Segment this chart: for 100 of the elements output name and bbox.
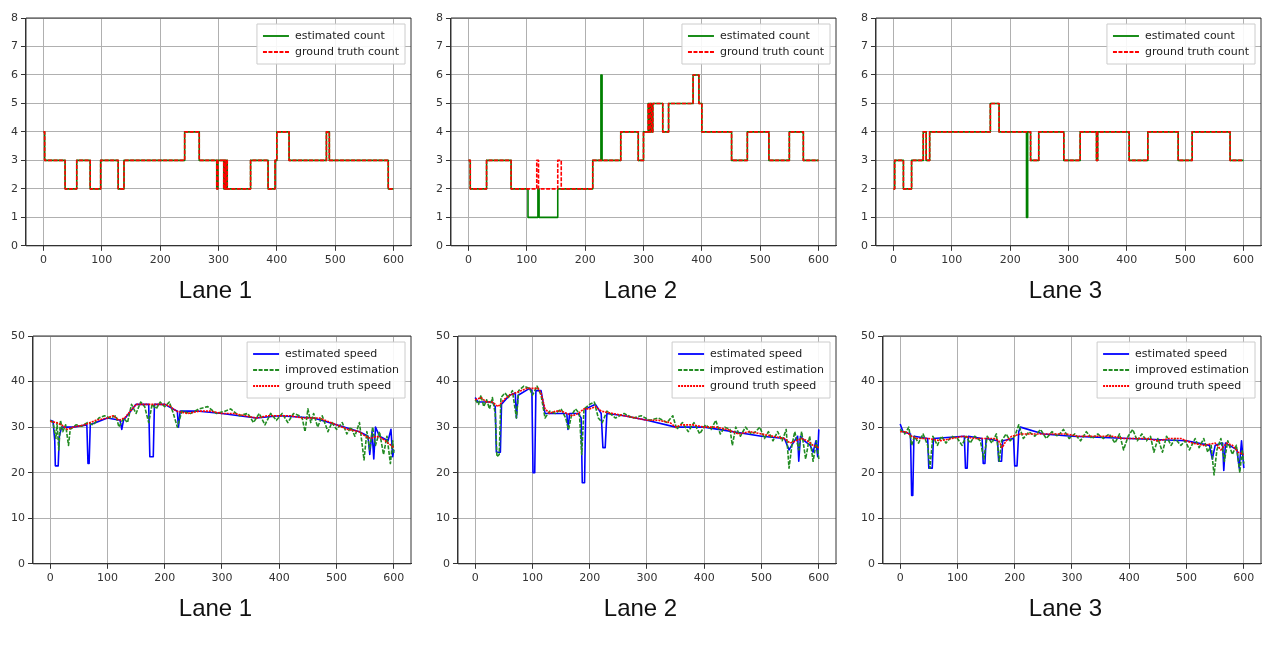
y-tick-label: 1 (861, 210, 868, 224)
y-tick-label: 6 (436, 67, 443, 81)
y-tick-label: 8 (436, 10, 443, 24)
x-tick-label: 600 (383, 571, 405, 585)
x-tick-label: 400 (691, 253, 713, 267)
legend-label: improved estimation (1135, 362, 1250, 376)
legend-label: estimated speed (710, 346, 803, 360)
y-tick-label: 0 (436, 238, 443, 252)
y-tick-label: 0 (868, 556, 875, 570)
legend-label: improved estimation (710, 362, 825, 376)
legend-label: ground truth count (719, 44, 825, 58)
x-tick-label: 300 (208, 253, 229, 267)
y-tick-label: 3 (11, 153, 18, 167)
y-tick-label: 0 (443, 556, 450, 570)
x-tick-label: 200 (154, 571, 176, 585)
x-tick-label: 500 (751, 571, 773, 585)
x-tick-label: 300 (1058, 253, 1079, 267)
x-tick-label: 100 (946, 571, 968, 585)
legend-label: ground truth speed (710, 378, 817, 392)
y-tick-label: 10 (11, 511, 25, 525)
y-tick-label: 1 (11, 210, 18, 224)
x-tick-label: 200 (574, 253, 596, 267)
y-tick-label: 7 (861, 39, 868, 53)
y-tick-label: 8 (861, 10, 868, 24)
y-tick-label: 40 (861, 374, 875, 388)
legend-label: ground truth count (294, 44, 400, 58)
x-tick-label: 300 (633, 253, 654, 267)
x-tick-label: 100 (96, 571, 118, 585)
x-tick-label: 400 (268, 571, 290, 585)
y-tick-label: 5 (861, 96, 868, 110)
y-tick-label: 8 (11, 10, 18, 24)
y-tick-label: 2 (861, 181, 868, 195)
y-tick-label: 20 (436, 465, 450, 479)
y-tick-label: 4 (861, 124, 868, 138)
x-axis-title: Lane 1 (177, 276, 254, 304)
y-tick-label: 20 (11, 465, 25, 479)
x-tick-label: 100 (521, 571, 543, 585)
x-tick-label: 600 (1233, 571, 1255, 585)
x-tick-label: 0 (46, 571, 54, 585)
y-tick-label: 2 (436, 181, 443, 195)
legend-label: improved estimation (285, 362, 400, 376)
x-tick-label: 400 (1118, 571, 1140, 585)
y-tick-label: 0 (861, 238, 868, 252)
x-tick-label: 200 (1004, 571, 1026, 585)
x-tick-label: 300 (636, 571, 658, 585)
legend-label: estimated speed (1135, 346, 1228, 360)
x-tick-label: 100 (91, 253, 113, 267)
y-tick-label: 5 (11, 96, 18, 110)
x-tick-label: 0 (465, 253, 472, 267)
x-tick-label: 0 (40, 253, 47, 267)
y-tick-label: 2 (11, 181, 18, 195)
x-axis-title: Lane 1 (177, 594, 254, 622)
x-tick-label: 100 (941, 253, 963, 267)
legend-label: estimated speed (285, 346, 378, 360)
line-series (49, 403, 395, 449)
x-tick-label: 0 (471, 571, 479, 585)
legend-label: ground truth speed (285, 378, 392, 392)
legend-label: ground truth speed (1135, 378, 1242, 392)
y-tick-label: 6 (861, 67, 868, 81)
x-tick-label: 500 (326, 571, 348, 585)
x-tick-label: 100 (516, 253, 538, 267)
y-tick-label: 40 (436, 374, 450, 388)
x-tick-label: 300 (211, 571, 233, 585)
x-axis-title: Lane 2 (602, 594, 679, 622)
y-tick-label: 3 (436, 153, 443, 167)
x-axis-title: Lane 3 (1027, 276, 1104, 304)
x-tick-label: 400 (1116, 253, 1138, 267)
x-tick-label: 500 (749, 253, 771, 267)
x-axis-title: Lane 2 (602, 276, 679, 304)
x-tick-label: 500 (1174, 253, 1196, 267)
y-tick-label: 0 (18, 556, 25, 570)
x-tick-label: 500 (1176, 571, 1198, 585)
y-tick-label: 4 (11, 124, 18, 138)
y-tick-label: 7 (11, 39, 18, 53)
y-tick-label: 3 (861, 153, 868, 167)
x-tick-label: 200 (999, 253, 1021, 267)
legend-label: estimated count (719, 28, 811, 42)
legend-label: estimated count (1144, 28, 1236, 42)
x-tick-label: 0 (896, 571, 904, 585)
x-axis-title: Lane 3 (1027, 594, 1104, 622)
y-tick-label: 50 (861, 328, 875, 342)
x-tick-label: 500 (324, 253, 346, 267)
x-tick-label: 400 (693, 571, 715, 585)
y-tick-label: 30 (436, 419, 450, 433)
y-tick-label: 50 (11, 328, 25, 342)
y-tick-label: 4 (436, 124, 443, 138)
y-tick-label: 7 (436, 39, 443, 53)
x-tick-label: 600 (808, 571, 830, 585)
y-tick-label: 40 (11, 374, 25, 388)
legend-label: ground truth count (1144, 44, 1250, 58)
legend-label: estimated count (294, 28, 386, 42)
y-tick-label: 6 (11, 67, 18, 81)
y-tick-label: 30 (861, 419, 875, 433)
y-tick-label: 10 (861, 511, 875, 525)
y-tick-label: 0 (11, 238, 18, 252)
x-tick-label: 200 (149, 253, 171, 267)
x-tick-label: 0 (890, 253, 897, 267)
y-tick-label: 30 (11, 419, 25, 433)
x-tick-label: 400 (266, 253, 288, 267)
x-tick-label: 200 (579, 571, 601, 585)
